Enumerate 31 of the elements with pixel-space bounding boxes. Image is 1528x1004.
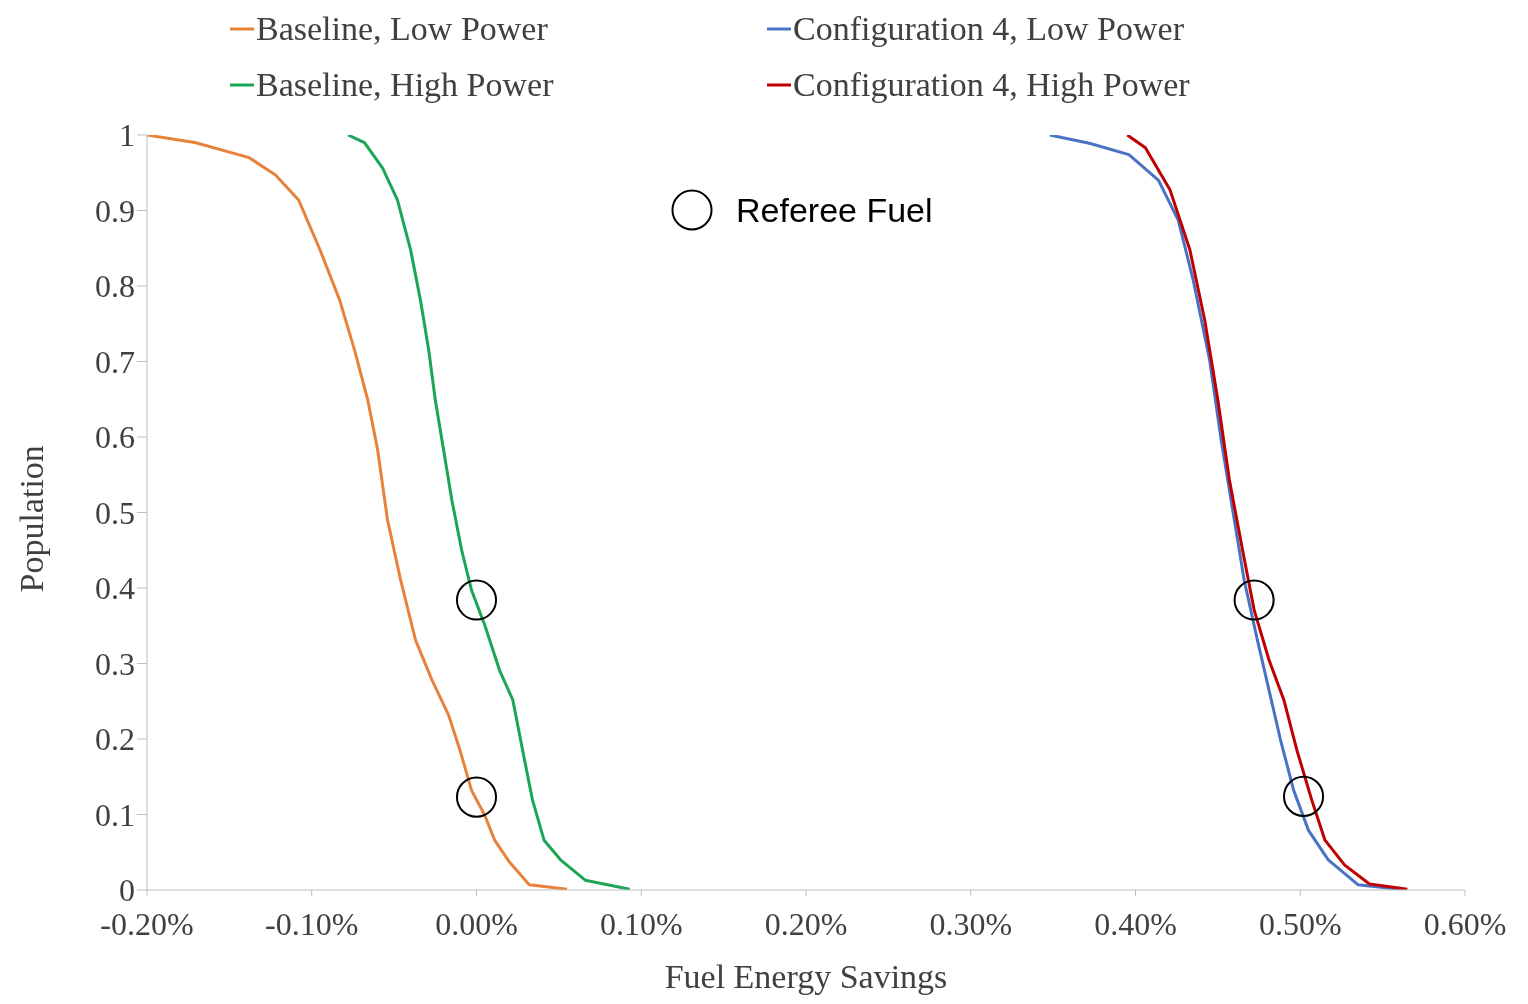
y-axis-title: Population <box>13 445 51 593</box>
y-tick-label: 0.1 <box>95 796 135 833</box>
legend-label: Configuration 4, High Power <box>793 66 1190 104</box>
y-tick-label: 0.9 <box>95 192 135 229</box>
y-tick-label: 0.4 <box>95 570 135 607</box>
y-tick-label: 0.6 <box>95 419 135 456</box>
legend-label: Baseline, High Power <box>256 66 554 104</box>
x-tick-label: 0.40% <box>1094 905 1177 942</box>
x-tick-label: 0.50% <box>1258 905 1342 942</box>
y-tick-label: 0.8 <box>95 268 135 305</box>
x-tick-label: 0.30% <box>929 905 1013 942</box>
legend-label: Referee Fuel <box>736 190 933 230</box>
point <box>1283 775 1325 817</box>
x-tick-label: -0.10% <box>265 905 359 942</box>
y-tick-label: 1 <box>119 117 135 154</box>
y-tick-label: 0.5 <box>95 494 135 531</box>
x-axis-title: Fuel Energy Savings <box>664 958 948 995</box>
x-tick-label: 0.10% <box>599 905 683 942</box>
x-tick-label: 0.00% <box>435 905 518 942</box>
line-series <box>1125 135 1409 890</box>
y-tick-label: 0.3 <box>95 645 135 682</box>
point <box>455 579 498 621</box>
x-tick-label: 0.20% <box>764 905 848 942</box>
point <box>1233 579 1275 621</box>
x-tick-label: 0.60% <box>1423 905 1507 942</box>
y-tick-label: 0.2 <box>95 721 135 758</box>
legend-label: Baseline, Low Power <box>256 10 548 48</box>
point <box>455 776 498 818</box>
legend-label: Configuration 4, Low Power <box>793 10 1184 48</box>
y-tick-label: 0.7 <box>95 343 135 380</box>
line-series <box>346 135 632 890</box>
